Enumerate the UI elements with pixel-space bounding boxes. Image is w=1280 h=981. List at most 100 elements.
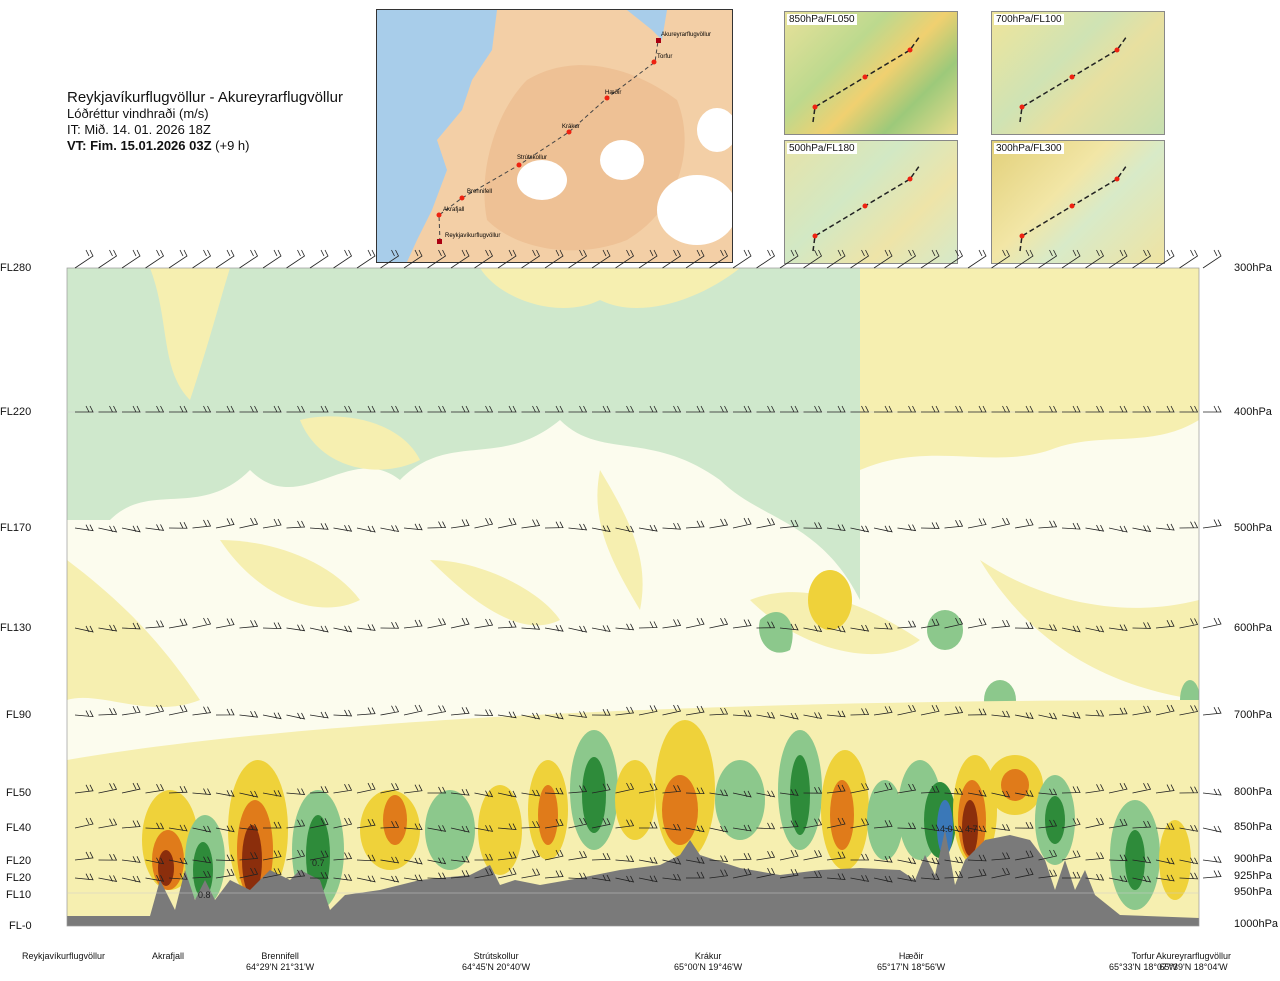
wind-barb [779,820,799,829]
wind-barb [427,857,447,865]
wind-barb [450,707,470,716]
left-axis-label: FL280 [0,262,32,274]
wind-barb [239,867,259,879]
wind-barb [826,625,846,633]
wind-barb [615,875,635,883]
wind-barb [779,519,799,529]
wind-barb [944,788,964,795]
wind-barb [850,525,870,533]
location-label: Strútskollur 64°45'N 20°40'W [462,951,531,972]
wind-barb [662,857,682,865]
wind-barb [356,818,376,829]
wind-barb [544,249,564,269]
wind-barb [145,249,165,269]
wind-barb [215,708,235,716]
wind-barb [991,852,1011,861]
wind-barb [991,867,1011,879]
wind-barb [568,405,588,413]
wind-barb [685,871,705,879]
wind-barb [98,405,118,413]
wind-barb [967,618,987,629]
wind-barb [1038,405,1058,413]
wind-barb [356,875,376,883]
wind-barb [685,787,705,795]
wind-barb [967,518,987,529]
wind-barb [991,824,1011,831]
left-axis-label: FL20 [6,872,32,884]
wind-barb [145,857,165,865]
wind-barb [544,521,564,529]
right-axis-label: 1000hPa [1234,918,1279,930]
wind-barb [262,518,282,529]
wind-barb [826,784,846,794]
right-axis-label: 925hPa [1234,870,1272,882]
wind-barb [121,706,141,716]
left-axis-label: FL20 [6,855,32,867]
wind-barb [779,869,799,879]
wind-barb [98,818,118,829]
wind-barb [403,823,423,830]
wind-barb [1014,518,1034,529]
wind-barb [333,784,353,794]
wind-barb [732,619,752,629]
wind-barb [215,618,235,629]
wind-barb [1038,869,1058,879]
wind-barb [779,623,799,631]
annotation-0: 0.8 [198,890,211,900]
wind-barb [1132,405,1152,413]
wind-barb [403,619,423,629]
wind-barb [779,712,799,720]
wind-barb [1155,874,1175,882]
wind-barb [897,524,917,532]
wind-barb [169,405,188,413]
wind-barb [1038,712,1058,720]
wind-barb [1014,850,1034,861]
wind-barb [1014,868,1034,879]
wind-barb [521,850,541,861]
wind-barb [968,405,987,413]
wind-barb [1108,782,1128,794]
inset-label: 850hPa/FL050 [787,14,857,25]
map-label-akureyri: Akureyrarflugvöllur [661,32,711,38]
wind-barb [732,249,752,269]
right-axis-label: 900hPa [1234,853,1272,865]
wind-barb [263,405,282,413]
wind-barb [380,783,400,794]
wind-barb [709,825,729,833]
wind-barb [168,522,188,529]
wind-barb [1085,709,1105,717]
wind-barb [380,856,400,864]
wind-barb [1179,249,1199,269]
wind-barb [873,782,893,794]
wind-barb [474,853,494,861]
wind-barb [192,405,212,413]
wind-barb [427,786,447,794]
wind-barb [145,875,165,882]
wind-barb [474,249,494,269]
wind-barb [74,524,94,532]
wind-barb [521,712,541,720]
wind-barb [944,405,964,413]
wind-barb [826,710,846,718]
wind-barb [333,405,353,413]
wind-barb [850,708,870,716]
wind-barb [1085,249,1105,269]
wind-barb [239,852,259,861]
wind-barb [967,854,987,862]
wind-barb [1085,405,1105,413]
wind-barb [803,871,823,879]
wind-barb [380,405,400,413]
map-label-krakur: Krákur [562,124,580,130]
wind-barb [1015,405,1034,413]
left-axis-label: FL40 [6,822,32,834]
wind-barb [380,525,400,533]
wind-barb [450,519,470,529]
wind-barb [756,867,776,879]
wind-barb [709,518,729,529]
wind-barb [545,405,564,413]
wind-barb [1061,522,1081,530]
wind-barb [403,784,423,794]
wind-barb [309,625,329,633]
wind-barb [1132,622,1152,629]
wind-barb [756,851,776,861]
